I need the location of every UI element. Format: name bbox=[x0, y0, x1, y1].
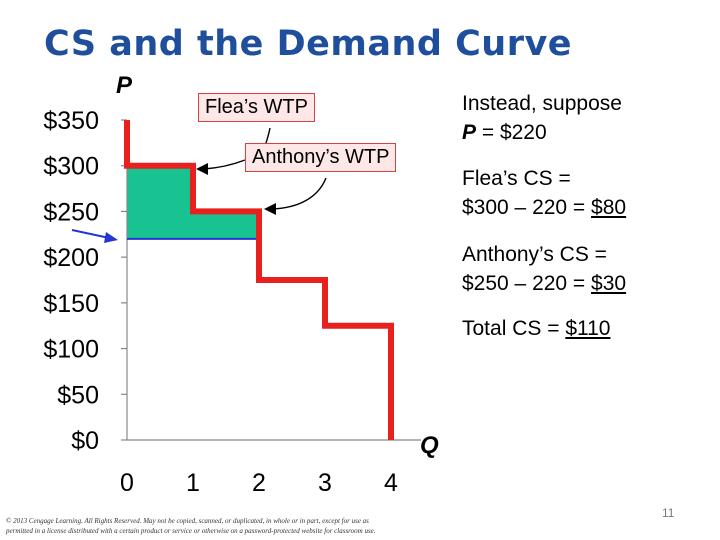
y-tick-label: $350 bbox=[43, 107, 99, 135]
x-tick-label: 0 bbox=[120, 469, 134, 497]
x-tick-label: 1 bbox=[186, 469, 200, 497]
demand-curve-series bbox=[124, 120, 394, 440]
x-tick-label: 4 bbox=[384, 469, 398, 497]
y-tick-label: $250 bbox=[43, 198, 99, 226]
y-tick-label: $150 bbox=[43, 290, 99, 318]
copyright-line-2: permitted in a license distributed with … bbox=[6, 527, 376, 535]
y-tick-label: $300 bbox=[43, 153, 99, 181]
y-tick-label: $100 bbox=[43, 336, 99, 364]
copyright-notice: © 2013 Cengage Learning. All Rights Rese… bbox=[6, 516, 446, 536]
suppose-note: Instead, suppose P = $220 bbox=[462, 89, 622, 147]
slide-title: CS and the Demand Curve bbox=[44, 24, 573, 64]
total-cs-label: Total CS = bbox=[462, 317, 566, 340]
suppose-p: P bbox=[462, 121, 477, 144]
flea-wtp-label: Flea’s WTP bbox=[198, 93, 315, 122]
anthony-wtp-label: Anthony’s WTP bbox=[245, 143, 397, 172]
suppose-line1: Instead, suppose bbox=[462, 92, 622, 115]
y-tick-label: $50 bbox=[57, 381, 99, 409]
price-arrow-icon bbox=[71, 229, 118, 243]
consumer-surplus-area bbox=[127, 165, 193, 239]
x-tick-label: 2 bbox=[252, 469, 266, 497]
flea-cs-line2: $300 – 220 = $80 bbox=[462, 193, 626, 222]
anthony-cs-calc: $250 – 220 = bbox=[462, 272, 592, 295]
flea-cs-calc: $300 – 220 = bbox=[462, 196, 592, 219]
x-axis-label: Q bbox=[420, 432, 439, 459]
x-tick-label: 3 bbox=[318, 469, 332, 497]
total-cs-note: Total CS = $110 bbox=[462, 314, 610, 343]
total-cs-value: $110 bbox=[565, 317, 611, 340]
flea-cs-note: Flea’s CS = $300 – 220 = $80 bbox=[462, 164, 626, 222]
y-axis-label: P bbox=[116, 72, 133, 99]
anthony-cs-value: $30 bbox=[591, 272, 627, 295]
suppose-line2: P = $220 bbox=[462, 118, 622, 147]
suppose-rest: = $220 bbox=[476, 121, 547, 144]
y-tick-label: $0 bbox=[71, 427, 99, 455]
consumer-surplus-area bbox=[193, 211, 259, 239]
flea-cs-line1: Flea’s CS = bbox=[462, 167, 571, 190]
anthony-cs-line2: $250 – 220 = $30 bbox=[462, 269, 626, 298]
copyright-line-1: © 2013 Cengage Learning. All Rights Rese… bbox=[6, 517, 369, 525]
anthony-cs-note: Anthony’s CS = $250 – 220 = $30 bbox=[462, 240, 626, 298]
page-number: 11 bbox=[662, 506, 675, 520]
anthony-wtp-arrow-icon bbox=[264, 177, 327, 215]
anthony-cs-line1: Anthony’s CS = bbox=[462, 243, 607, 266]
y-tick-label: $200 bbox=[43, 244, 99, 272]
flea-cs-value: $80 bbox=[591, 196, 627, 219]
